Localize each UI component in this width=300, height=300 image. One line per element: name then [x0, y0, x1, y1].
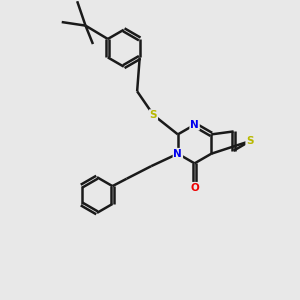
Text: N: N [173, 149, 182, 159]
Text: S: S [246, 136, 254, 146]
Text: O: O [190, 183, 199, 193]
Text: S: S [150, 110, 157, 120]
Text: N: N [190, 120, 199, 130]
